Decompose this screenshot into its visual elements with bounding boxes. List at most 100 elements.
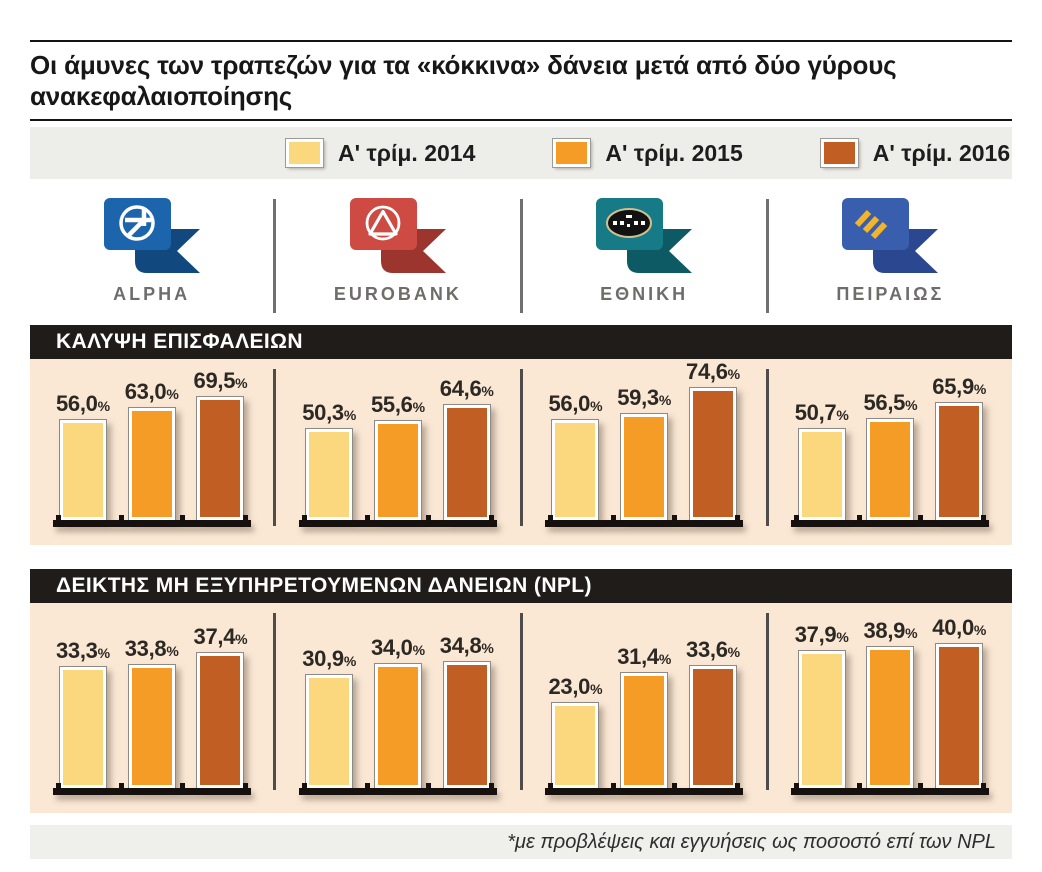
EUROBANK-flag-logo xyxy=(349,198,446,274)
chart-column-divider xyxy=(519,369,523,526)
bank-name-label: ALPHA xyxy=(113,284,191,305)
bar-group: 37,9% 38,9% 40,0% xyxy=(795,614,987,790)
bar-with-label: 50,3% xyxy=(302,400,356,522)
chart-column-3: 23,0% 31,4% 33,6% xyxy=(523,603,766,813)
bar-with-label: 31,4% xyxy=(617,644,672,790)
bar xyxy=(620,413,669,522)
bar-with-label: 23,0% xyxy=(548,674,603,790)
percent-sign: % xyxy=(658,392,672,409)
chart-column-divider xyxy=(273,613,277,790)
bar xyxy=(620,672,669,790)
bar-value-label: 59,3% xyxy=(617,385,672,411)
bar-value-label: 33,3% xyxy=(55,637,110,663)
bar-with-label: 56,5% xyxy=(863,390,918,522)
bank-name-label: ΕΘΝΙΚΗ xyxy=(600,284,689,305)
chart-plot-area: 56,0% 63,0% 69,5% 50,3% 55,6% 64,6% 56,0% 59,3%… xyxy=(30,359,1012,546)
bank-column-divider xyxy=(519,199,523,314)
percent-sign: % xyxy=(836,628,849,645)
bar-with-label: 37,9% xyxy=(795,622,849,790)
percent-sign: % xyxy=(727,643,740,660)
percent-sign: % xyxy=(973,381,987,398)
legend-item: Α' τρίμ. 2016 xyxy=(819,138,1010,169)
bank-name-label: EUROBANK xyxy=(333,284,462,305)
axis-baseline xyxy=(791,783,990,796)
bar-group: 56,0% 59,3% 74,6% xyxy=(548,359,740,522)
bank-column-3: ΕΘΝΙΚΗ xyxy=(523,195,766,317)
percent-sign: % xyxy=(905,625,918,642)
bar-group: 30,9% 34,0% 34,8% xyxy=(302,632,494,790)
bar-group: 33,3% 33,8% 37,4% xyxy=(55,624,248,790)
bar xyxy=(866,418,915,522)
bar-value-label: 74,6% xyxy=(686,359,740,385)
chart-column-1: 56,0% 63,0% 69,5% xyxy=(30,359,273,545)
bar-group: 23,0% 31,4% 33,6% xyxy=(548,636,740,790)
bar-value-label: 31,4% xyxy=(617,644,672,670)
percent-sign: % xyxy=(590,397,603,414)
bar-value-label: 56,0% xyxy=(55,390,110,416)
chart-column-2: 50,3% 55,6% 64,6% xyxy=(276,359,519,545)
legend-swatch xyxy=(552,138,592,169)
legend: Α' τρίμ. 2014 Α' τρίμ. 2015 Α' τρίμ. 2016 xyxy=(30,127,1012,180)
axis-baseline xyxy=(52,515,251,528)
bar-with-label: 34,0% xyxy=(370,635,425,790)
chart-column-1: 33,3% 33,8% 37,4% xyxy=(30,603,273,813)
bar-with-label: 65,9% xyxy=(932,374,987,522)
bar-value-label: 34,0% xyxy=(370,635,425,661)
percent-sign: % xyxy=(905,397,918,414)
bar-with-label: 63,0% xyxy=(124,379,179,522)
legend-swatch xyxy=(285,138,324,169)
bank-logo xyxy=(347,195,449,282)
bar-with-label: 33,8% xyxy=(125,636,179,790)
bar-value-label: 63,0% xyxy=(124,379,179,405)
bar-value-label: 34,8% xyxy=(439,632,494,658)
percent-sign: % xyxy=(412,642,425,659)
bar-value-label: 56,5% xyxy=(863,390,918,416)
bar-with-label: 56,0% xyxy=(55,390,110,522)
chart-column-2: 30,9% 34,0% 34,8% xyxy=(276,603,519,813)
top-rule xyxy=(30,40,1012,42)
bar xyxy=(935,642,984,790)
title-rule xyxy=(30,119,1012,122)
bar xyxy=(58,665,107,790)
bar-value-label: 50,3% xyxy=(302,400,356,426)
percent-sign: % xyxy=(166,643,179,660)
axis-baseline xyxy=(52,783,251,796)
bar-value-label: 33,6% xyxy=(686,636,740,662)
chart-column-divider xyxy=(273,369,277,526)
percent-sign: % xyxy=(412,398,425,415)
chart-column-3: 56,0% 59,3% 74,6% xyxy=(523,359,766,545)
percent-sign: % xyxy=(658,651,672,668)
bar xyxy=(127,407,176,522)
bar-value-label: 65,9% xyxy=(932,374,987,400)
bank-column-4: ΠΕΙΡΑΙΩΣ xyxy=(769,195,1012,317)
percent-sign: % xyxy=(343,653,356,670)
percent-sign: % xyxy=(235,630,248,647)
bar xyxy=(373,419,422,522)
chart-plot-area: 33,3% 33,8% 37,4% 30,9% 34,0% 34,8% 23,0% 31,4%… xyxy=(30,603,1012,814)
ΕΘΝΙΚΗ-flag-logo xyxy=(596,198,693,274)
percent-sign: % xyxy=(481,383,494,400)
bar-with-label: 30,9% xyxy=(302,646,356,790)
percent-sign: % xyxy=(235,375,248,392)
percent-sign: % xyxy=(590,680,603,697)
bar xyxy=(58,418,107,522)
bar xyxy=(688,664,737,790)
bar xyxy=(305,674,354,790)
bar-group: 50,7% 56,5% 65,9% xyxy=(795,374,987,522)
bar xyxy=(196,396,245,522)
bar-value-label: 40,0% xyxy=(932,614,987,640)
bar-with-label: 33,6% xyxy=(686,636,740,790)
percent-sign: % xyxy=(973,621,987,638)
bar-value-label: 56,0% xyxy=(548,390,603,416)
bar-with-label: 33,3% xyxy=(55,637,110,790)
bar-with-label: 69,5% xyxy=(193,368,248,522)
bank-logo xyxy=(101,195,203,282)
bar-value-label: 69,5% xyxy=(193,368,248,394)
ΠΕΙΡΑΙΩΣ-flag-logo xyxy=(842,198,939,274)
legend-item: Α' τρίμ. 2014 xyxy=(285,138,475,169)
axis-baseline xyxy=(298,515,497,528)
percent-sign: % xyxy=(97,644,110,661)
ALPHA-flag-logo xyxy=(103,198,200,274)
bar xyxy=(935,402,984,522)
